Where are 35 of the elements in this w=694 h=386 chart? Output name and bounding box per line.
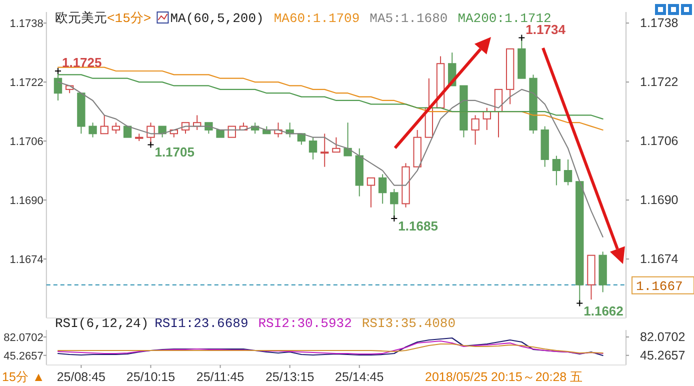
y-tick-label: 1.1674 [10,254,44,266]
y2-tick-label: 1.1722 [640,75,678,90]
y2-tick-label: 45.2657 [640,348,686,362]
text: MA5:1.1680 [370,11,448,26]
y2-tick-label: 1.1706 [640,134,678,148]
x-tick-label: 25/13:15 [265,370,314,384]
chart-title: 欧元美元 [55,10,107,26]
x-tick-label: 25/10:15 [126,370,176,384]
y-tick-label: 45.2657 [4,350,44,362]
x-tick-label: 25/08:45 [56,370,106,384]
text: 15分 ▲ [2,370,45,384]
annotation: 1.1685 [398,218,438,234]
y2-tick-label: 1.1738 [640,16,678,30]
x-tick-label: 25/11:45 [196,370,244,384]
text: MA60:1.1709 [274,11,360,26]
legend-title: MA(60,5,200) [170,11,264,26]
series-label: RSI1:23.6689 [154,316,248,331]
x-tick-label: 25/14:45 [335,370,384,384]
series-label: RSI2:30.5932 [258,316,352,331]
chart-title: RSI(6,12,24) [55,316,149,331]
y-tick-label: 82.0702 [4,332,44,344]
annotation: 1.1705 [154,144,194,160]
y-tick-label: 1.1706 [10,136,44,148]
y2-tick-label: 1.1674 [640,252,678,266]
annotation: 1.1662 [584,303,624,318]
series-label: RSI3:35.4080 [362,316,456,331]
ref-line-label: 1.1667 [636,278,683,294]
chart-subtitle: <15分> [107,11,152,26]
y-tick-label: 1.1722 [10,77,44,90]
text: 2018/05/25 20:15～20:28 五 [425,370,584,384]
y-tick-label: 1.1738 [10,18,44,30]
y-tick-label: 1.1690 [10,195,44,208]
annotation: 1.1725 [62,54,102,70]
y2-tick-label: 1.1690 [640,193,678,208]
y2-tick-label: 82.0702 [640,330,686,344]
